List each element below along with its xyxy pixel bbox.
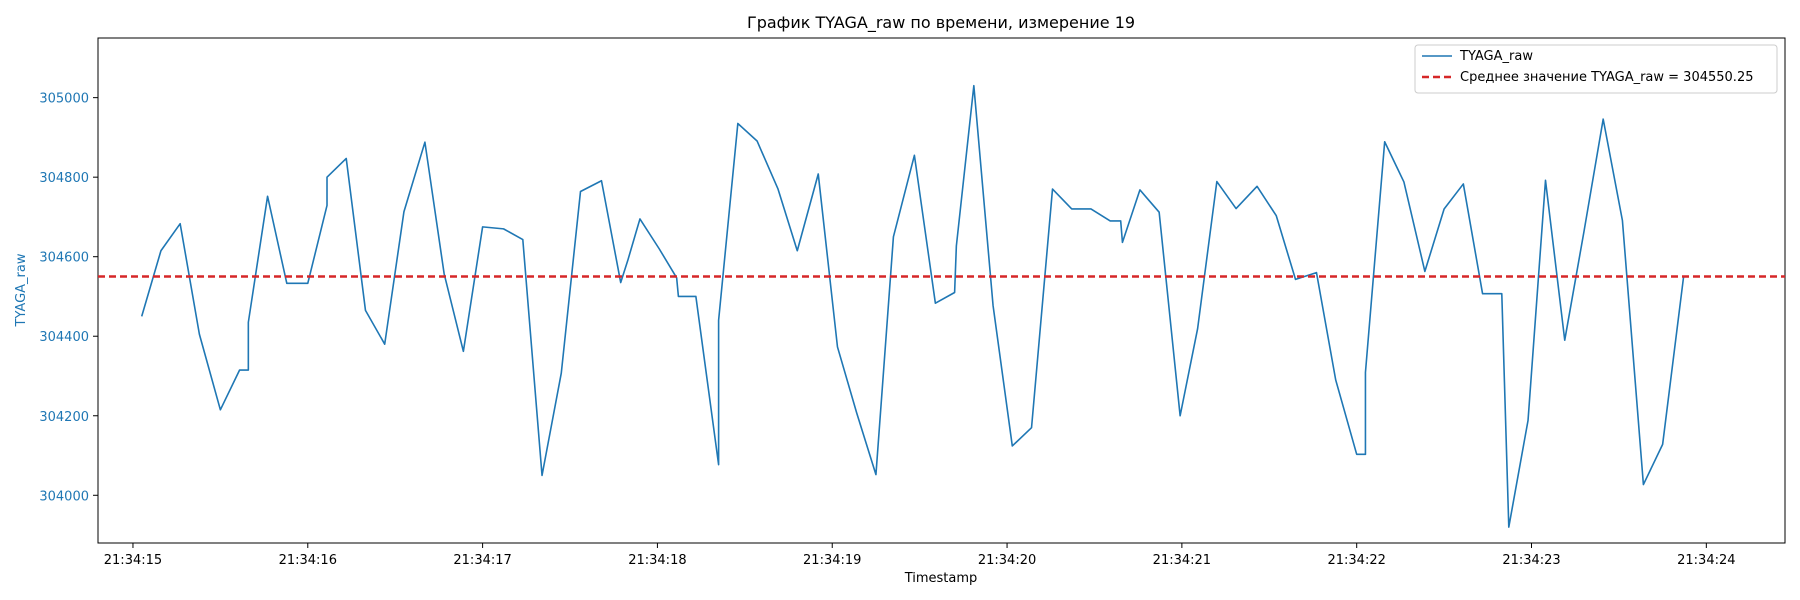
legend-series-label: TYAGA_raw [1459,49,1533,64]
legend: TYAGA_raw Среднее значение TYAGA_raw = 3… [1414,44,1778,94]
x-tick-label: 21:34:16 [279,553,337,568]
y-tick-label: 304400 [39,330,89,345]
plot-frame [97,37,1786,544]
x-tick-label: 21:34:18 [628,553,686,568]
y-axis: 304000 304200 304400 304600 304800 305000 [39,92,98,504]
x-tick-label: 21:34:24 [1677,553,1735,568]
series-line-tyaga-raw [140,84,1685,528]
x-tick-label: 21:34:23 [1502,553,1560,568]
chart-title: График TYAGA_raw по времени, измерение 1… [747,13,1135,33]
x-tick-label: 21:34:15 [104,553,162,568]
x-axis-label: Timestamp [904,571,978,586]
y-tick-label: 304800 [39,171,89,186]
y-tick-label: 305000 [39,92,89,107]
y-tick-label: 304200 [39,410,89,425]
x-tick-label: 21:34:21 [1153,553,1211,568]
y-axis-label: TYAGA_raw [14,253,29,327]
series-layer [98,84,1785,528]
x-tick-label: 21:34:22 [1327,553,1385,568]
y-tick-label: 304600 [39,251,89,266]
x-tick-label: 21:34:20 [978,553,1036,568]
x-tick-label: 21:34:19 [803,553,861,568]
legend-box [1414,44,1778,94]
x-axis: 21:34:15 21:34:16 21:34:17 21:34:18 21:34:19… [104,543,1736,568]
legend-mean-label: Среднее значение TYAGA_raw = 304550.25 [1460,70,1753,85]
y-tick-label: 304000 [39,489,89,504]
x-tick-label: 21:34:17 [453,553,511,568]
plot-area [97,37,1786,544]
